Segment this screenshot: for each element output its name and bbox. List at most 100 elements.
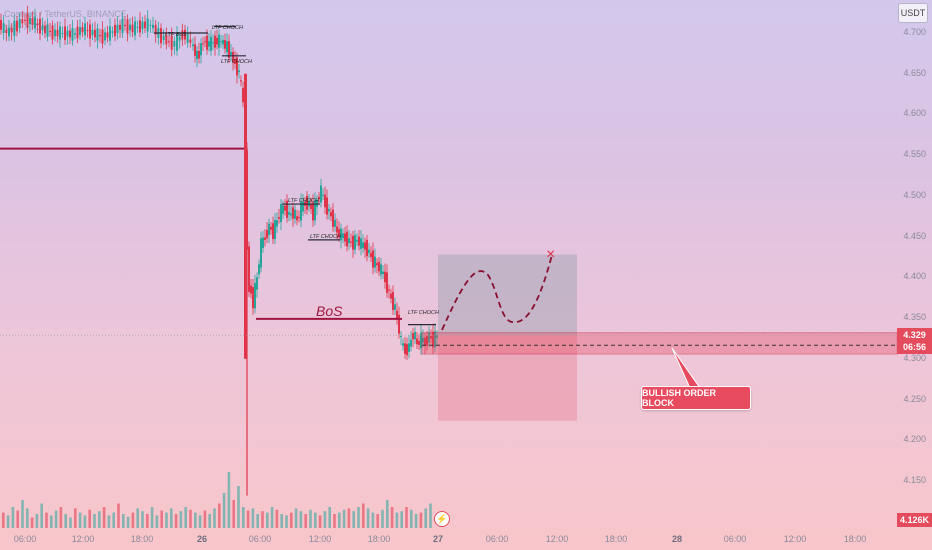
candle-body (428, 332, 430, 343)
candle-body (338, 229, 340, 238)
price-tick-label: 4.200 (903, 434, 926, 445)
ltf-choch-label[interactable]: LTF CHOCH (288, 198, 319, 204)
bullish-order-block-label[interactable]: BULLISH ORDER BLOCK (641, 386, 751, 410)
candle-body (41, 25, 44, 31)
volume-bar (174, 514, 178, 528)
currency-button[interactable]: USDT (898, 3, 928, 23)
candle-body (434, 331, 436, 348)
volume-bar (35, 514, 39, 528)
volume-bar (69, 517, 72, 528)
volume-bar (266, 512, 269, 528)
ltf-choch-label[interactable]: LTF CHOCH (310, 234, 341, 240)
time-tick-label: 12:00 (71, 534, 95, 544)
candle-body (126, 19, 129, 34)
volume-bar (390, 507, 394, 528)
candle-body (280, 204, 282, 222)
volume-bar (102, 507, 106, 528)
candle-body (69, 30, 71, 38)
candle-body (134, 21, 136, 36)
time-tick-label: 12:00 (783, 534, 807, 544)
ltf-bos-label[interactable]: LTF BoS (165, 32, 187, 38)
volume-bar (136, 508, 139, 528)
candle-body (192, 44, 194, 47)
volume-bar (270, 507, 274, 528)
candle-body (119, 24, 121, 30)
candle-body (114, 24, 116, 37)
volume-bar (40, 503, 43, 528)
time-tick-label: 18:00 (367, 534, 391, 544)
candle-body (216, 37, 218, 45)
candle-body (384, 271, 386, 283)
candle-body (312, 202, 314, 221)
candle-body (286, 200, 288, 218)
candle-body (354, 235, 356, 250)
ltf-choch-label[interactable]: LTF CHOCH (221, 59, 252, 65)
candle-body (0, 19, 2, 30)
candle-body (121, 18, 124, 33)
candle-body (414, 331, 416, 340)
candle-body (99, 35, 101, 37)
ltf-choch-label[interactable]: LTF CHOCH (408, 310, 439, 316)
price-tick-label: 4.250 (903, 393, 926, 404)
current-price-value: 4.329 (903, 330, 926, 340)
candle-body (181, 30, 184, 40)
volume-bar (323, 511, 327, 528)
candle-body (10, 27, 13, 33)
candle-body (162, 35, 165, 41)
candle-body (416, 338, 418, 345)
volume-bar (189, 509, 192, 528)
candle-body (300, 201, 302, 221)
time-tick-label: 06:00 (13, 534, 37, 544)
volume-bar (256, 514, 259, 528)
candle-body (356, 239, 358, 242)
candle-body (111, 31, 114, 33)
volume-bar (155, 515, 159, 528)
candle-body (370, 252, 372, 257)
volume-bar (107, 515, 111, 528)
candle-body (222, 40, 224, 45)
candle-body (173, 41, 176, 47)
candle-body (8, 27, 10, 37)
candle-body (131, 24, 134, 33)
volume-legend: Vol · ATOM (4, 22, 50, 32)
candle-body (44, 25, 46, 34)
candle-body (272, 223, 274, 240)
candle-body (101, 29, 104, 44)
volume-bar (179, 511, 183, 528)
candle-body (104, 32, 106, 41)
candle-body (91, 29, 94, 36)
candle-body (296, 216, 298, 221)
candle-body (61, 33, 64, 34)
time-tick-label: 28 (671, 534, 683, 544)
candle-body (228, 41, 230, 58)
volume-bar (146, 514, 149, 528)
candle-body (344, 233, 346, 242)
candle-body (230, 52, 232, 55)
volume-bar (198, 515, 202, 528)
candle-body (13, 20, 16, 36)
volume-bar (414, 514, 418, 528)
candle-body (189, 39, 192, 43)
volume-bar (386, 500, 389, 528)
lightning-icon[interactable]: ⚡ (434, 511, 450, 527)
candle-body (129, 24, 131, 31)
candle-body (29, 17, 31, 25)
candle-body (422, 337, 424, 343)
volume-bar (203, 510, 207, 528)
ltf-choch-label[interactable]: LTF CHOCH (212, 25, 243, 31)
candle-body (139, 20, 141, 33)
candle-body (318, 196, 320, 200)
candle-body (390, 293, 392, 299)
volume-bar (117, 503, 120, 528)
candle-body (330, 212, 332, 217)
candle-body (5, 29, 8, 33)
price-tick-label: 4.400 (903, 271, 926, 282)
candle-body (71, 28, 74, 41)
volume-bar (237, 486, 240, 528)
candle-body (26, 13, 29, 28)
bos-label[interactable]: BoS (316, 303, 343, 319)
projected-path (441, 254, 553, 331)
price-tick-label: 4.550 (903, 149, 926, 160)
